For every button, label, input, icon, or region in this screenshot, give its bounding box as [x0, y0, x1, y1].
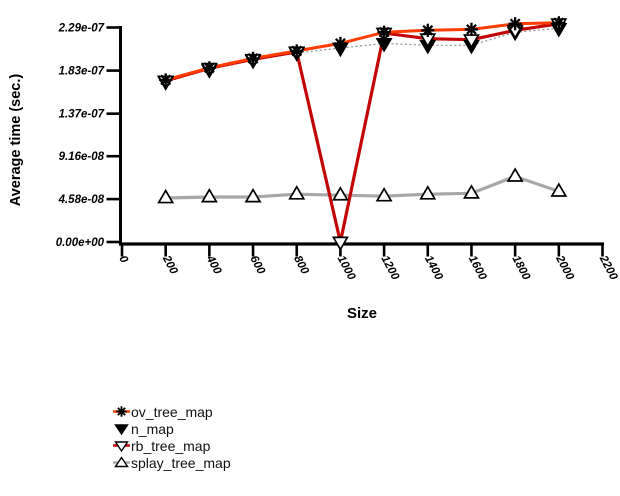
series-ov_tree_map-line — [165, 21, 559, 82]
x-tick-label: 0 — [116, 254, 130, 266]
y-tick-label: 4.58e-08 — [58, 194, 105, 206]
series-ov_tree_map-markers — [159, 16, 566, 87]
legend-label-splay_tree_map: splay_tree_map — [131, 454, 231, 471]
legend-triangle-up-open-icon — [113, 456, 130, 468]
x-tick-label: 1800 — [509, 254, 532, 283]
chart-legend: ov_tree_map n_map rb_tree_map splay_tree_ma… — [113, 403, 231, 471]
legend-triangle-down-filled-icon — [114, 424, 129, 436]
y-tick-label: 2.29e-07 — [58, 23, 105, 35]
x-tick-label: 800 — [291, 254, 311, 277]
x-tick-label: 2200 — [596, 253, 619, 283]
legend-item-rb_tree_map: rb_tree_map — [113, 437, 231, 454]
legend-item-splay_tree_map: splay_tree_map — [113, 454, 231, 471]
y-axis-title: Average time (sec.) — [8, 74, 24, 207]
x-axis-title: Size — [347, 305, 377, 322]
legend-label-rb_tree_map: rb_tree_map — [131, 437, 211, 454]
legend-item-n_map: n_map — [113, 420, 231, 437]
x-tick-label: 1600 — [466, 254, 489, 283]
legend-triangle-down-open-icon — [113, 441, 130, 453]
series-splay_tree_map-markers — [157, 167, 568, 204]
legend-label-ov_tree_map: ov_tree_map — [131, 403, 213, 420]
y-tick-label: 1.37e-07 — [59, 109, 105, 121]
legend-label-n_map: n_map — [131, 420, 174, 437]
x-tick-label: 1400 — [422, 254, 445, 283]
series-rb_tree_map-line — [165, 22, 560, 243]
x-tick-label: 200 — [160, 253, 180, 277]
legend-item-ov_tree_map: ov_tree_map — [113, 403, 231, 420]
x-tick-label: 600 — [247, 254, 267, 277]
x-tick-label: 1000 — [335, 254, 358, 283]
x-tick-label: 1200 — [378, 254, 401, 283]
x-tick-label: 2000 — [553, 253, 576, 283]
line-chart: 0.00e+00 4.58e-08 9.16e-08 1.37e-07 1.83e-07… — [8, 16, 620, 322]
x-tick-label: 400 — [203, 253, 223, 277]
series-splay_tree_map-line — [165, 174, 560, 200]
legend-asterisk-icon — [113, 406, 130, 417]
y-tick-label: 0.00e+00 — [56, 237, 105, 249]
y-tick-label: 9.16e-08 — [59, 151, 105, 163]
y-tick-label: 1.83e-07 — [59, 66, 105, 78]
